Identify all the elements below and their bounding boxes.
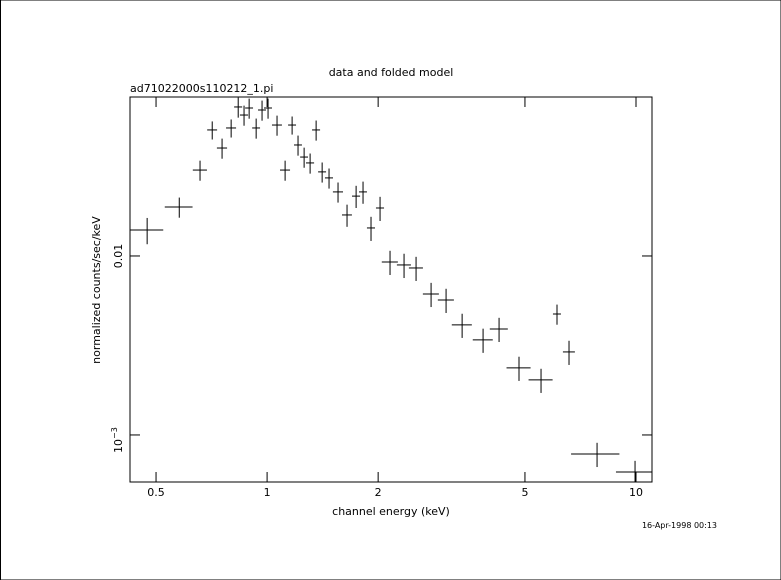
timestamp: 16-Apr-1998 00:13 [642,521,717,530]
y-tick-label-group: 10−3 [110,427,125,453]
x-tick-label: 1 [264,486,271,499]
y-tick-label: 10 [112,439,125,453]
x-tick-label: 10 [629,486,643,499]
chart-title: data and folded model [329,66,454,79]
chart-subtitle: ad71022000s110212_1.pi [130,82,273,95]
y-tick-label-group: 0.01 [112,244,125,269]
x-tick-label: 2 [375,486,382,499]
y-axis-label: normalized counts/sec/keV [90,216,103,364]
x-tick-label: 0.5 [147,486,165,499]
plot-frame [129,96,653,483]
y-tick-label: 0.01 [112,244,125,269]
x-axis-label: channel energy (keV) [332,505,450,518]
y-tick-exponent: −3 [110,427,119,439]
data-points [130,97,652,482]
x-tick-label: 5 [521,486,528,499]
